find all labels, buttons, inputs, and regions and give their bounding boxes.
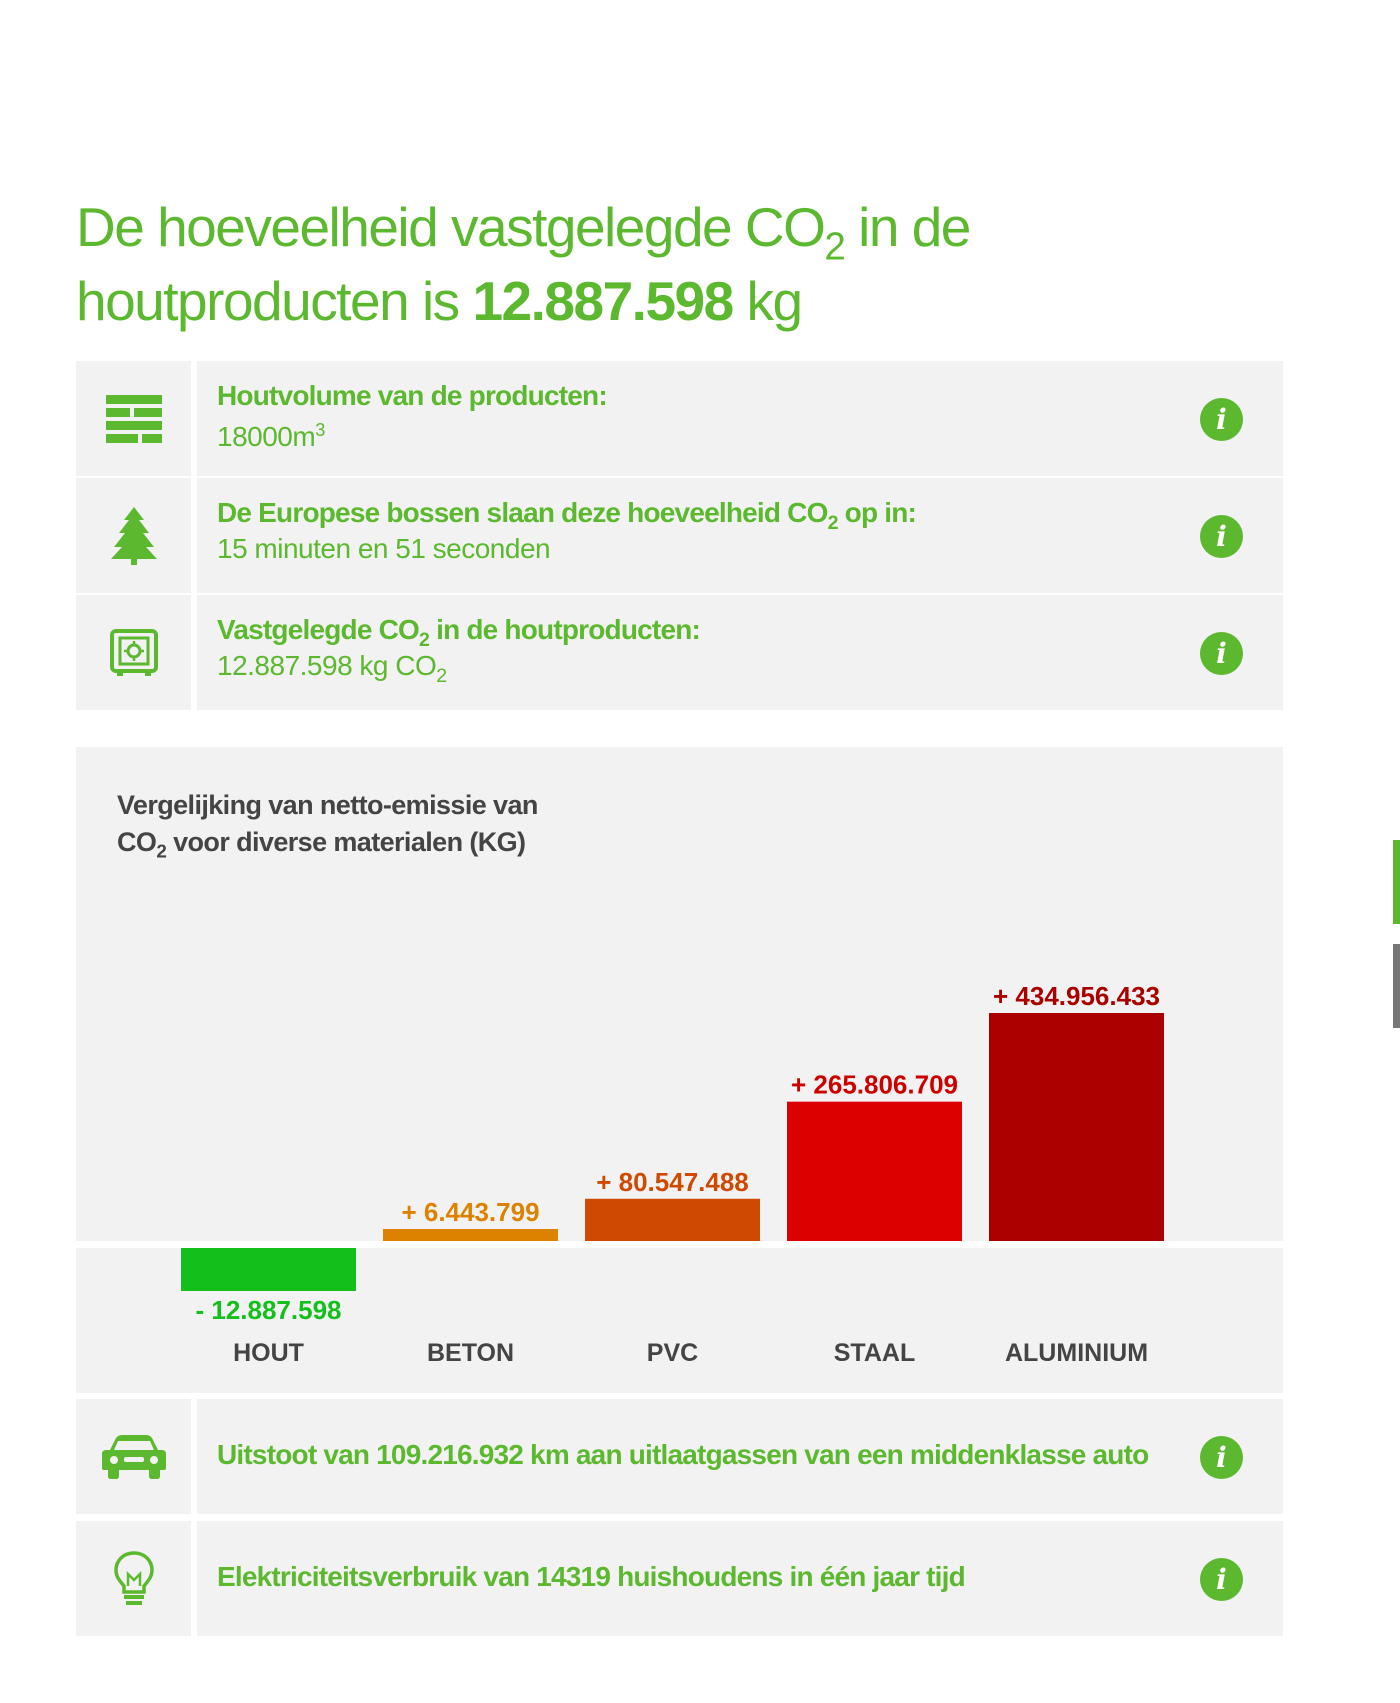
wood-volume-value: 18000m3 (217, 420, 325, 452)
sidebar-green-button[interactable] (1393, 840, 1400, 924)
value-label-staal: + 265.806.709 (791, 1070, 958, 1100)
stored-co2-row: Vastgelegde CO2 in de houtproducten: 12.… (76, 595, 1283, 710)
electricity-label: Elektriciteitsverbruik van 14319 huishou… (217, 1561, 966, 1592)
wood-volume-label: Houtvolume van de producten: (217, 380, 608, 411)
forest-row: De Europese bossen slaan deze hoeveelhei… (76, 478, 1283, 593)
category-label-beton: BETON (427, 1339, 514, 1367)
car-info-icon[interactable]: i (1200, 1436, 1243, 1479)
bar-hout (181, 1248, 356, 1291)
bar-chart: - 12.887.598 HOUT + 6.443.799 BETON + 80.547… (76, 981, 1283, 1367)
value-label-beton: + 6.443.799 (401, 1197, 539, 1227)
co2-amount: 12.887.598 (472, 270, 734, 332)
car-row: Uitstoot van 109.216.932 km aan uitlaatg… (76, 1399, 1283, 1514)
bar-beton (383, 1229, 558, 1241)
car-icon (101, 1434, 166, 1479)
category-label-aluminium: ALUMINIUM (1005, 1339, 1148, 1367)
forest-label: De Europese bossen slaan deze hoeveelhei… (217, 497, 917, 534)
value-label-hout: - 12.887.598 (195, 1295, 341, 1325)
value-label-pvc: + 80.547.488 (596, 1167, 749, 1197)
car-emission-label: Uitstoot van 109.216.932 km aan uitlaatg… (217, 1439, 1149, 1470)
wood-volume-row: Houtvolume van de producten: 18000m3 i (76, 361, 1283, 476)
bar-staal (787, 1101, 962, 1241)
emission-comparison-chart: Vergelijking van netto-emissie van CO2 v… (76, 747, 1283, 1393)
lumber-stack-icon (105, 394, 162, 443)
electricity-info-icon[interactable]: i (1200, 1558, 1243, 1601)
category-label-pvc: PVC (647, 1339, 698, 1367)
category-label-hout: HOUT (233, 1339, 304, 1367)
forest-value: 15 minuten en 51 seconden (217, 533, 551, 564)
page-title: De hoeveelheid vastgelegde CO2 in de hou… (76, 196, 971, 332)
wood-volume-info-icon[interactable]: i (1200, 398, 1243, 441)
chart-baseline (76, 1241, 1283, 1248)
electricity-row: Elektriciteitsverbruik van 14319 huishou… (76, 1521, 1283, 1636)
forest-info-icon[interactable]: i (1200, 515, 1243, 558)
stored-co2-label: Vastgelegde CO2 in de houtproducten: (217, 614, 701, 651)
stored-co2-info-icon[interactable]: i (1200, 632, 1243, 675)
pine-tree-icon (110, 506, 157, 565)
stored-co2-value: 12.887.598 kg CO2 (217, 650, 447, 687)
safe-icon (109, 628, 158, 676)
category-label-staal: STAAL (834, 1339, 915, 1367)
bar-aluminium (989, 1013, 1164, 1241)
bar-pvc (585, 1198, 760, 1241)
lightbulb-icon (113, 1550, 154, 1605)
sidebar-grey-button[interactable] (1393, 944, 1400, 1028)
value-label-aluminium: + 434.956.433 (993, 981, 1160, 1011)
chart-title: Vergelijking van netto-emissie van CO2 v… (117, 790, 538, 863)
